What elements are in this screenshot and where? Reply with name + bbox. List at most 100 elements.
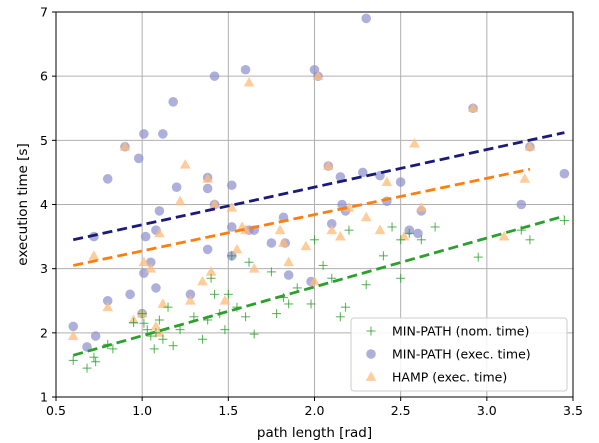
data-point-circle — [516, 199, 527, 210]
data-point-circle — [154, 206, 165, 216]
data-point-circle — [226, 180, 237, 191]
x-tick-label: 1.0 — [132, 403, 152, 418]
data-point-triangle — [519, 173, 531, 183]
data-point-circle — [226, 222, 237, 232]
data-point-triangle — [154, 327, 165, 337]
data-point-plus — [361, 280, 371, 290]
data-point-triangle — [243, 76, 255, 87]
data-point-triangle — [467, 102, 479, 113]
data-point-triangle — [179, 159, 191, 169]
y-axis-label: execution time [s] — [15, 143, 31, 265]
data-point-plus — [154, 315, 164, 325]
data-point-triangle — [226, 202, 238, 212]
data-point-triangle — [240, 224, 251, 235]
trend-line — [72, 167, 531, 267]
data-point-triangle — [283, 256, 294, 267]
data-point-plus — [396, 235, 406, 245]
data-point-circle — [209, 71, 220, 81]
data-point-circle — [171, 182, 182, 192]
data-point-triangle — [312, 70, 324, 81]
data-point-triangle — [145, 263, 157, 273]
data-point-triangle — [157, 298, 169, 308]
data-point-triangle — [88, 250, 100, 260]
data-point-plus — [163, 302, 173, 312]
data-point-triangle — [231, 243, 243, 254]
data-point-circle — [559, 168, 570, 179]
legend-box — [350, 317, 568, 392]
data-point-circle — [357, 167, 368, 178]
legend-marker — [365, 371, 377, 381]
data-point-triangle — [154, 227, 165, 238]
data-point-plus — [430, 222, 440, 232]
y-tick-label: 6 — [40, 69, 48, 84]
y-tick-label: 7 — [40, 5, 48, 20]
data-point-triangle — [409, 137, 420, 148]
data-point-plus — [158, 334, 168, 344]
data-point-circle — [413, 228, 423, 239]
x-tick-label: 2.0 — [305, 403, 325, 418]
data-point-circle — [125, 289, 135, 300]
data-point-circle — [202, 183, 213, 194]
data-point-circle — [68, 321, 79, 332]
legend-marker — [366, 349, 376, 359]
data-point-plus — [241, 312, 251, 322]
data-point-triangle — [398, 230, 410, 241]
y-tick-label: 4 — [40, 197, 48, 212]
data-point-plus — [82, 363, 92, 373]
data-point-triangle — [209, 198, 220, 209]
data-point-circle — [202, 244, 213, 255]
axis-ticks: 0.5 1.0 1.5 2.0 2.5 3.0 3.5 1 2 3 4 5 6 7 — [40, 5, 583, 419]
data-point-plus — [168, 341, 178, 351]
data-point-circle — [283, 270, 294, 280]
data-point-plus — [387, 222, 397, 232]
data-point-triangle — [205, 266, 217, 276]
data-point-plus — [244, 257, 254, 267]
data-point-plus — [108, 344, 118, 354]
data-point-circle — [395, 177, 406, 187]
data-point-plus — [416, 235, 426, 245]
data-point-circle — [266, 238, 277, 248]
data-point-plus — [137, 309, 147, 319]
data-point-triangle — [381, 176, 393, 186]
y-tick-label: 5 — [40, 133, 48, 148]
data-point-triangle — [185, 295, 196, 305]
data-point-plus — [223, 289, 233, 299]
legend-label: MIN-PATH (nom. time) — [392, 324, 529, 339]
data-point-triangle — [416, 202, 427, 212]
data-point-plus — [404, 228, 414, 238]
data-point-plus — [396, 273, 406, 283]
data-point-plus — [344, 225, 354, 235]
data-point-plus — [175, 325, 185, 335]
data-point-triangle — [138, 256, 150, 267]
data-point-triangle — [498, 230, 510, 241]
data-point-plus — [473, 252, 483, 262]
data-point-plus — [306, 299, 316, 309]
data-point-plus — [378, 251, 388, 261]
data-point-circle — [102, 174, 113, 184]
data-point-triangle — [219, 295, 231, 305]
data-point-triangle — [174, 195, 186, 206]
data-point-plus — [525, 235, 535, 245]
y-tick-label: 1 — [40, 390, 48, 405]
legend-label: MIN-PATH (exec. time) — [392, 347, 531, 362]
data-point-triangle — [202, 173, 213, 183]
x-axis-label: path length [rad] — [257, 425, 372, 441]
data-point-plus — [206, 273, 216, 283]
data-point-plus — [89, 352, 99, 362]
data-point-circle — [139, 268, 149, 278]
trend-lines — [72, 131, 565, 357]
data-point-triangle — [67, 330, 79, 340]
y-tick-label: 3 — [40, 261, 48, 276]
legend-label: HAMP (exec. time) — [392, 370, 507, 385]
data-point-triangle — [278, 237, 289, 247]
x-tick-label: 1.5 — [218, 403, 238, 418]
data-point-plus — [272, 309, 282, 319]
data-point-plus — [335, 312, 345, 322]
data-point-triangle — [335, 230, 346, 241]
data-point-circle — [168, 97, 178, 107]
data-point-circle — [361, 13, 372, 24]
data-point-circle — [240, 64, 251, 75]
legend-marker — [366, 326, 376, 336]
data-point-plus — [91, 357, 101, 367]
